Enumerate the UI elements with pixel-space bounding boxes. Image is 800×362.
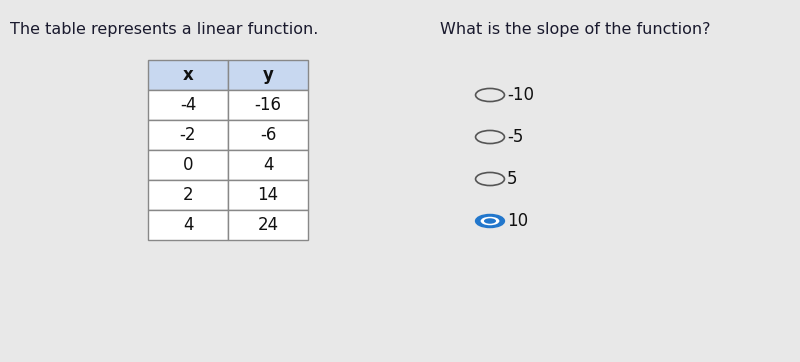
Text: x: x	[182, 66, 194, 84]
Text: -4: -4	[180, 96, 196, 114]
Text: 10: 10	[507, 212, 528, 230]
Bar	[228, 120, 308, 150]
Text: y: y	[262, 66, 274, 84]
Text: -10: -10	[507, 86, 534, 104]
Text: -6: -6	[260, 126, 276, 144]
Text: -16: -16	[254, 96, 282, 114]
Text: 2: 2	[182, 186, 194, 204]
Bar	[148, 90, 228, 120]
Bar	[228, 180, 308, 210]
Circle shape	[484, 218, 496, 224]
Circle shape	[475, 214, 505, 228]
Bar	[228, 60, 308, 90]
Text: -5: -5	[507, 128, 523, 146]
Bar	[148, 60, 228, 90]
Text: What is the slope of the function?: What is the slope of the function?	[440, 22, 710, 37]
Bar	[228, 90, 308, 120]
Bar	[228, 210, 308, 240]
Bar	[148, 150, 228, 180]
Bar	[148, 120, 228, 150]
Text: 0: 0	[182, 156, 194, 174]
Text: 24: 24	[258, 216, 278, 234]
Text: 14: 14	[258, 186, 278, 204]
Text: 4: 4	[262, 156, 274, 174]
Bar	[148, 210, 228, 240]
Circle shape	[481, 217, 499, 225]
Text: -2: -2	[180, 126, 196, 144]
Bar	[148, 180, 228, 210]
Text: 4: 4	[182, 216, 194, 234]
Bar	[228, 150, 308, 180]
Text: 5: 5	[507, 170, 518, 188]
Text: The table represents a linear function.: The table represents a linear function.	[10, 22, 318, 37]
